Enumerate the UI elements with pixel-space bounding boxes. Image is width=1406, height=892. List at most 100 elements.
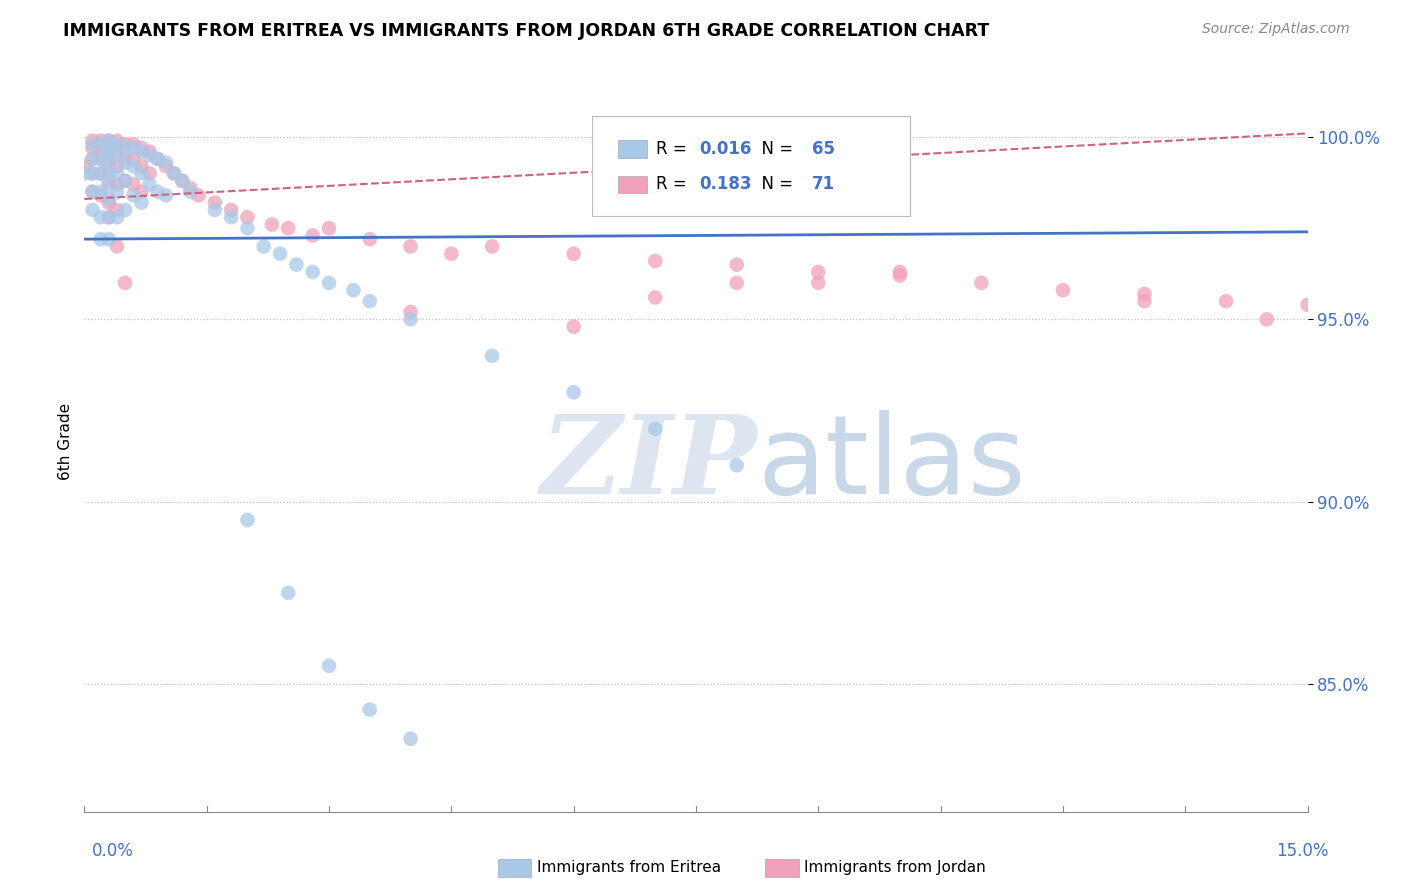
Point xyxy=(301,265,323,279)
Point xyxy=(163,166,186,180)
FancyBboxPatch shape xyxy=(617,140,647,158)
Point xyxy=(122,141,145,155)
Text: Source: ZipAtlas.com: Source: ZipAtlas.com xyxy=(1202,22,1350,37)
Point xyxy=(105,145,128,159)
Point xyxy=(114,152,136,166)
Point xyxy=(90,188,112,202)
Point xyxy=(97,166,120,180)
Point xyxy=(131,159,153,173)
Point xyxy=(1256,312,1278,326)
Point xyxy=(219,202,242,217)
Point xyxy=(122,152,145,166)
Point xyxy=(399,305,422,319)
Point xyxy=(82,152,104,166)
Point xyxy=(82,166,104,180)
Point xyxy=(285,258,308,272)
Point xyxy=(97,174,120,188)
Point xyxy=(889,265,911,279)
Point xyxy=(481,349,503,363)
Point xyxy=(90,137,112,152)
Text: N =: N = xyxy=(751,176,799,194)
Point xyxy=(146,152,169,166)
Point xyxy=(146,185,169,199)
Point xyxy=(359,294,381,309)
Point xyxy=(97,211,120,225)
Point xyxy=(155,188,177,202)
Point xyxy=(90,134,112,148)
Text: ZIP: ZIP xyxy=(540,410,758,517)
Point xyxy=(114,174,136,188)
Point xyxy=(399,312,422,326)
Point xyxy=(146,152,169,166)
Point xyxy=(1133,286,1156,301)
Point xyxy=(277,586,299,600)
Point xyxy=(90,185,112,199)
Point xyxy=(562,319,585,334)
Point xyxy=(179,181,201,195)
Point xyxy=(90,166,112,180)
Point xyxy=(562,385,585,400)
Point xyxy=(187,188,209,202)
Point xyxy=(359,703,381,717)
Point xyxy=(105,202,128,217)
Point xyxy=(807,265,830,279)
Point xyxy=(204,202,226,217)
Point xyxy=(82,185,104,199)
Point xyxy=(82,137,104,152)
FancyBboxPatch shape xyxy=(617,176,647,194)
Point xyxy=(138,145,160,159)
Point xyxy=(236,211,259,225)
Point xyxy=(97,159,120,173)
Point xyxy=(970,276,993,290)
Point xyxy=(163,166,186,180)
Point xyxy=(1052,283,1074,297)
Point xyxy=(97,232,120,246)
Point xyxy=(122,188,145,202)
Point xyxy=(82,134,104,148)
Point xyxy=(82,185,104,199)
Point xyxy=(105,185,128,199)
Point xyxy=(172,174,194,188)
Point xyxy=(114,141,136,155)
Point xyxy=(440,246,463,260)
Point xyxy=(97,141,120,155)
Text: 71: 71 xyxy=(813,176,835,194)
Point xyxy=(97,141,120,155)
Point xyxy=(82,141,104,155)
Text: 0.183: 0.183 xyxy=(700,176,752,194)
Point xyxy=(179,185,201,199)
Point xyxy=(399,239,422,253)
Point xyxy=(105,134,128,148)
Point xyxy=(90,152,112,166)
Point xyxy=(342,283,364,297)
Point xyxy=(1215,294,1237,309)
Point xyxy=(122,178,145,192)
Point xyxy=(318,658,340,673)
Point xyxy=(97,134,120,148)
Point xyxy=(122,137,145,152)
Point xyxy=(644,254,666,268)
Point xyxy=(155,155,177,169)
Point xyxy=(277,221,299,235)
Point xyxy=(138,166,160,180)
Point xyxy=(90,141,112,155)
Point xyxy=(105,178,128,192)
Point xyxy=(82,166,104,180)
Point xyxy=(73,166,96,180)
Point xyxy=(97,192,120,206)
Point xyxy=(90,211,112,225)
Point xyxy=(1133,294,1156,309)
Y-axis label: 6th Grade: 6th Grade xyxy=(58,403,73,480)
Text: N =: N = xyxy=(751,140,799,158)
Point xyxy=(90,152,112,166)
Point xyxy=(131,195,153,210)
Point xyxy=(97,211,120,225)
Point xyxy=(219,211,242,225)
Point xyxy=(82,202,104,217)
Point xyxy=(114,155,136,169)
Text: atlas: atlas xyxy=(758,410,1025,517)
Text: 65: 65 xyxy=(813,140,835,158)
FancyBboxPatch shape xyxy=(592,116,910,216)
Point xyxy=(725,458,748,473)
Text: 0.0%: 0.0% xyxy=(91,842,134,860)
